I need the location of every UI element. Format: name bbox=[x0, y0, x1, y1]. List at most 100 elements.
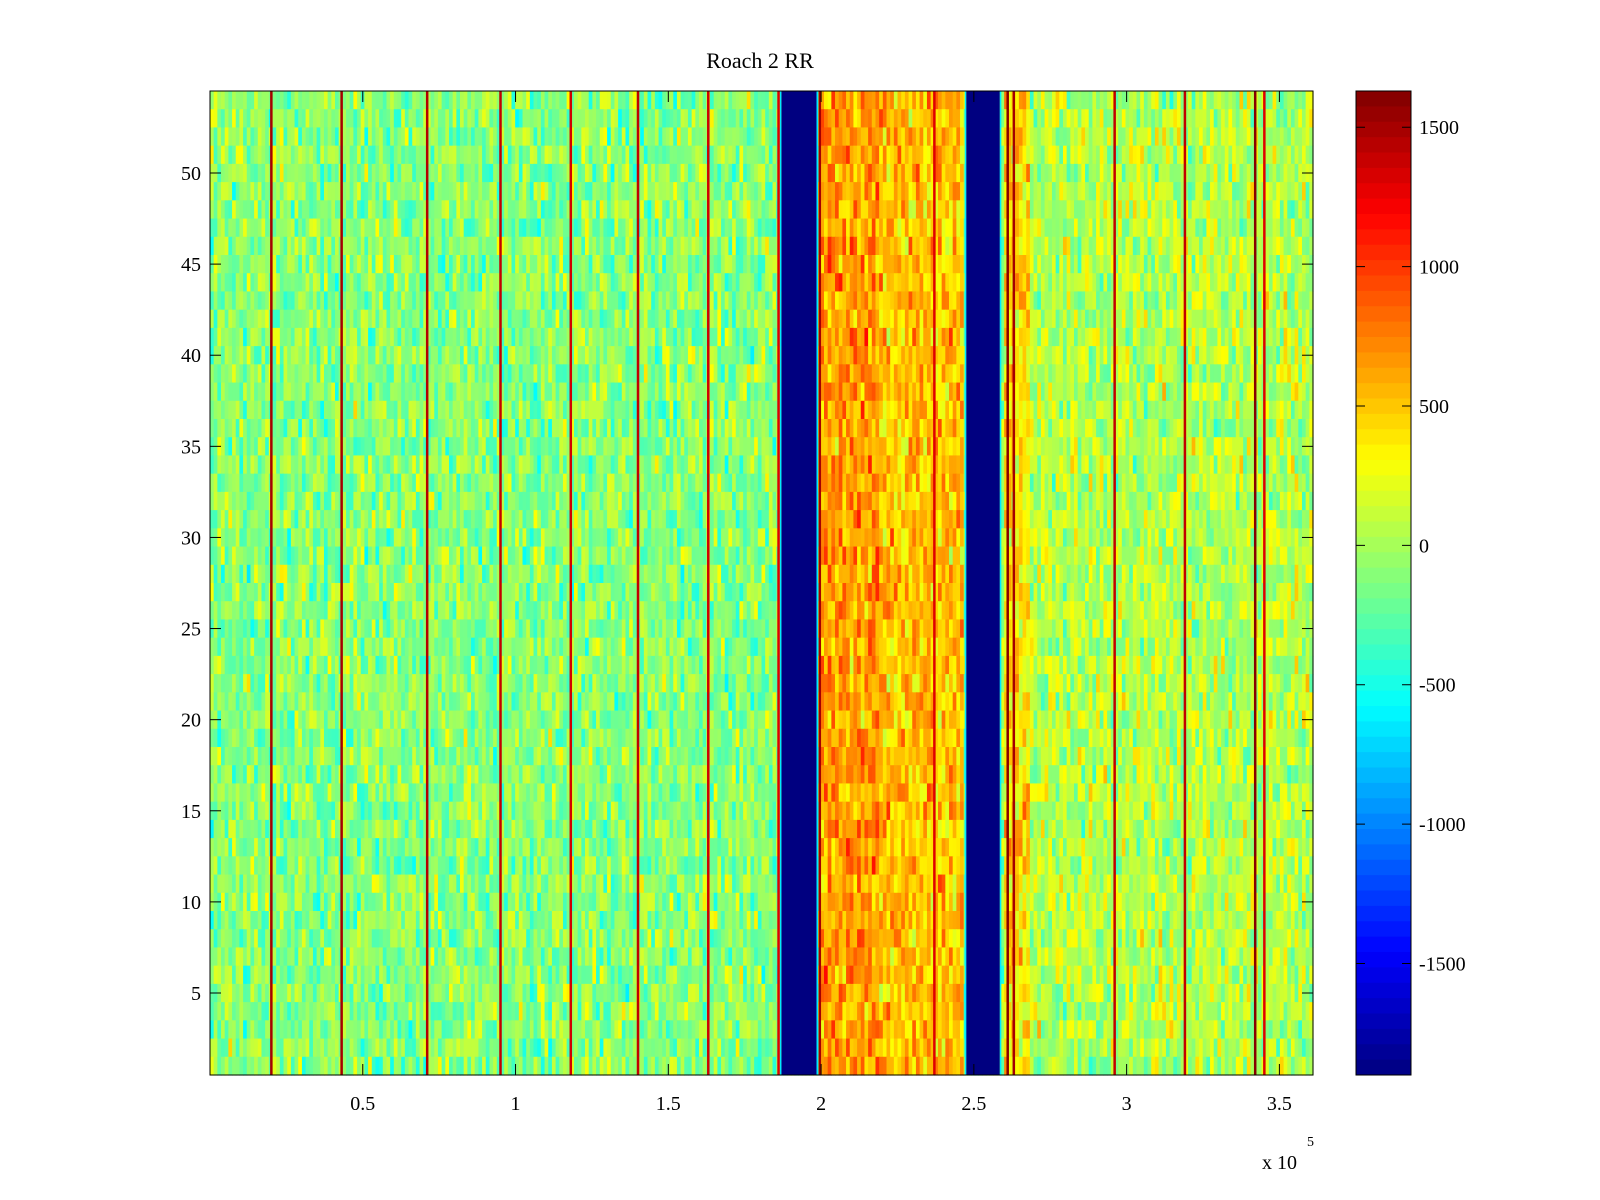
heatmap-cell bbox=[1015, 291, 1020, 311]
heatmap-cell bbox=[868, 309, 873, 329]
heatmap-cell bbox=[1081, 218, 1086, 238]
heatmap-cell bbox=[496, 182, 502, 201]
heatmap-cell bbox=[482, 291, 487, 311]
heatmap-cell bbox=[1294, 364, 1299, 384]
heatmap-cell bbox=[824, 273, 829, 293]
heatmap-cell bbox=[346, 273, 351, 293]
heatmap-cell bbox=[614, 273, 619, 293]
heatmap-cell bbox=[397, 327, 402, 347]
heatmap-cell bbox=[526, 218, 531, 238]
heatmap-cell bbox=[588, 109, 593, 129]
heatmap-cell bbox=[625, 327, 630, 347]
heatmap-cell bbox=[254, 346, 259, 365]
heatmap-cell bbox=[610, 127, 616, 147]
heatmap-cell bbox=[691, 91, 696, 110]
heatmap-cell bbox=[323, 309, 329, 329]
heatmap-cell bbox=[960, 364, 965, 384]
heatmap-cell bbox=[1129, 218, 1134, 238]
heatmap-cell bbox=[673, 255, 678, 274]
heatmap-cell bbox=[412, 364, 417, 384]
heatmap-cell bbox=[1103, 182, 1108, 201]
heatmap-cell bbox=[676, 346, 682, 365]
heatmap-cell bbox=[754, 218, 759, 238]
heatmap-cell bbox=[643, 382, 649, 402]
heatmap-cell bbox=[846, 309, 851, 329]
heatmap-cell bbox=[430, 346, 435, 365]
heatmap-cell bbox=[614, 109, 619, 129]
heatmap-cell bbox=[1074, 182, 1079, 201]
heatmap-cell bbox=[1272, 273, 1277, 293]
heatmap-cell bbox=[1085, 364, 1090, 384]
heatmap-cell bbox=[482, 200, 487, 220]
heatmap-cell bbox=[728, 273, 733, 293]
heatmap-cell bbox=[1154, 127, 1160, 147]
heatmap-cell bbox=[452, 127, 457, 147]
heatmap-cell bbox=[232, 327, 237, 347]
heatmap-cell bbox=[353, 291, 358, 311]
heatmap-cell bbox=[1129, 91, 1134, 110]
heatmap-cell bbox=[1301, 291, 1307, 311]
heatmap-cell bbox=[496, 200, 502, 220]
heatmap-cell bbox=[1158, 236, 1163, 256]
heatmap-cell bbox=[221, 127, 226, 147]
heatmap-cell bbox=[647, 327, 652, 347]
heatmap-cell bbox=[353, 236, 358, 256]
heatmap-cell bbox=[1033, 127, 1038, 147]
heatmap-cell bbox=[930, 364, 935, 384]
heatmap-cell bbox=[743, 236, 748, 256]
heatmap-cell bbox=[1037, 127, 1042, 147]
heatmap-cell bbox=[949, 109, 954, 129]
heatmap-cell bbox=[1044, 182, 1049, 201]
heatmap-cell bbox=[695, 364, 700, 384]
heatmap-cell bbox=[838, 200, 843, 220]
heatmap-cell bbox=[721, 273, 726, 293]
heatmap-cell bbox=[1088, 273, 1093, 293]
heatmap-cell bbox=[1103, 291, 1108, 311]
heatmap-cell bbox=[375, 327, 380, 347]
heatmap-cell bbox=[941, 236, 946, 256]
heatmap-cell bbox=[1224, 255, 1230, 274]
heatmap-cell bbox=[669, 218, 674, 238]
heatmap-cell bbox=[846, 109, 851, 129]
heatmap-cell bbox=[272, 364, 277, 384]
heatmap-cell bbox=[1305, 182, 1310, 201]
heatmap-cell bbox=[1088, 218, 1093, 238]
heatmap-cell bbox=[875, 109, 880, 129]
heatmap-cell bbox=[309, 291, 314, 311]
heatmap-cell bbox=[643, 163, 649, 183]
heatmap-cell bbox=[871, 218, 877, 238]
heatmap-cell bbox=[853, 109, 858, 129]
heatmap-cell bbox=[279, 145, 285, 165]
heatmap-cell bbox=[478, 218, 483, 238]
heatmap-cell bbox=[1015, 109, 1020, 129]
heatmap-cell bbox=[1040, 182, 1046, 201]
heatmap-cell bbox=[504, 127, 509, 147]
heatmap-cell bbox=[544, 382, 549, 402]
heatmap-cell bbox=[570, 273, 575, 293]
heatmap-cell bbox=[1239, 364, 1244, 384]
heatmap-cell bbox=[415, 236, 421, 256]
heatmap-cell bbox=[441, 109, 446, 129]
heatmap-cell bbox=[404, 291, 410, 311]
heatmap-cell bbox=[695, 163, 700, 183]
heatmap-cell bbox=[221, 182, 226, 201]
heatmap-cell bbox=[573, 182, 579, 201]
heatmap-cell bbox=[1246, 182, 1252, 201]
heatmap-cell bbox=[379, 291, 384, 311]
heatmap-cell bbox=[919, 182, 924, 201]
heatmap-cell bbox=[507, 346, 513, 365]
heatmap-cell bbox=[1040, 291, 1046, 311]
heatmap-cell bbox=[890, 145, 895, 165]
heatmap-cell bbox=[772, 218, 777, 238]
heatmap-cell bbox=[831, 346, 836, 365]
heatmap-cell bbox=[496, 255, 502, 274]
heatmap-cell bbox=[533, 182, 538, 201]
heatmap-cell bbox=[610, 218, 616, 238]
heatmap-cell bbox=[217, 91, 222, 110]
heatmap-cell bbox=[772, 91, 777, 110]
heatmap-cell bbox=[662, 163, 667, 183]
heatmap-cell bbox=[871, 182, 877, 201]
heatmap-cell bbox=[1118, 309, 1123, 329]
heatmap-cell bbox=[316, 382, 321, 402]
heatmap-cell bbox=[1007, 91, 1013, 110]
